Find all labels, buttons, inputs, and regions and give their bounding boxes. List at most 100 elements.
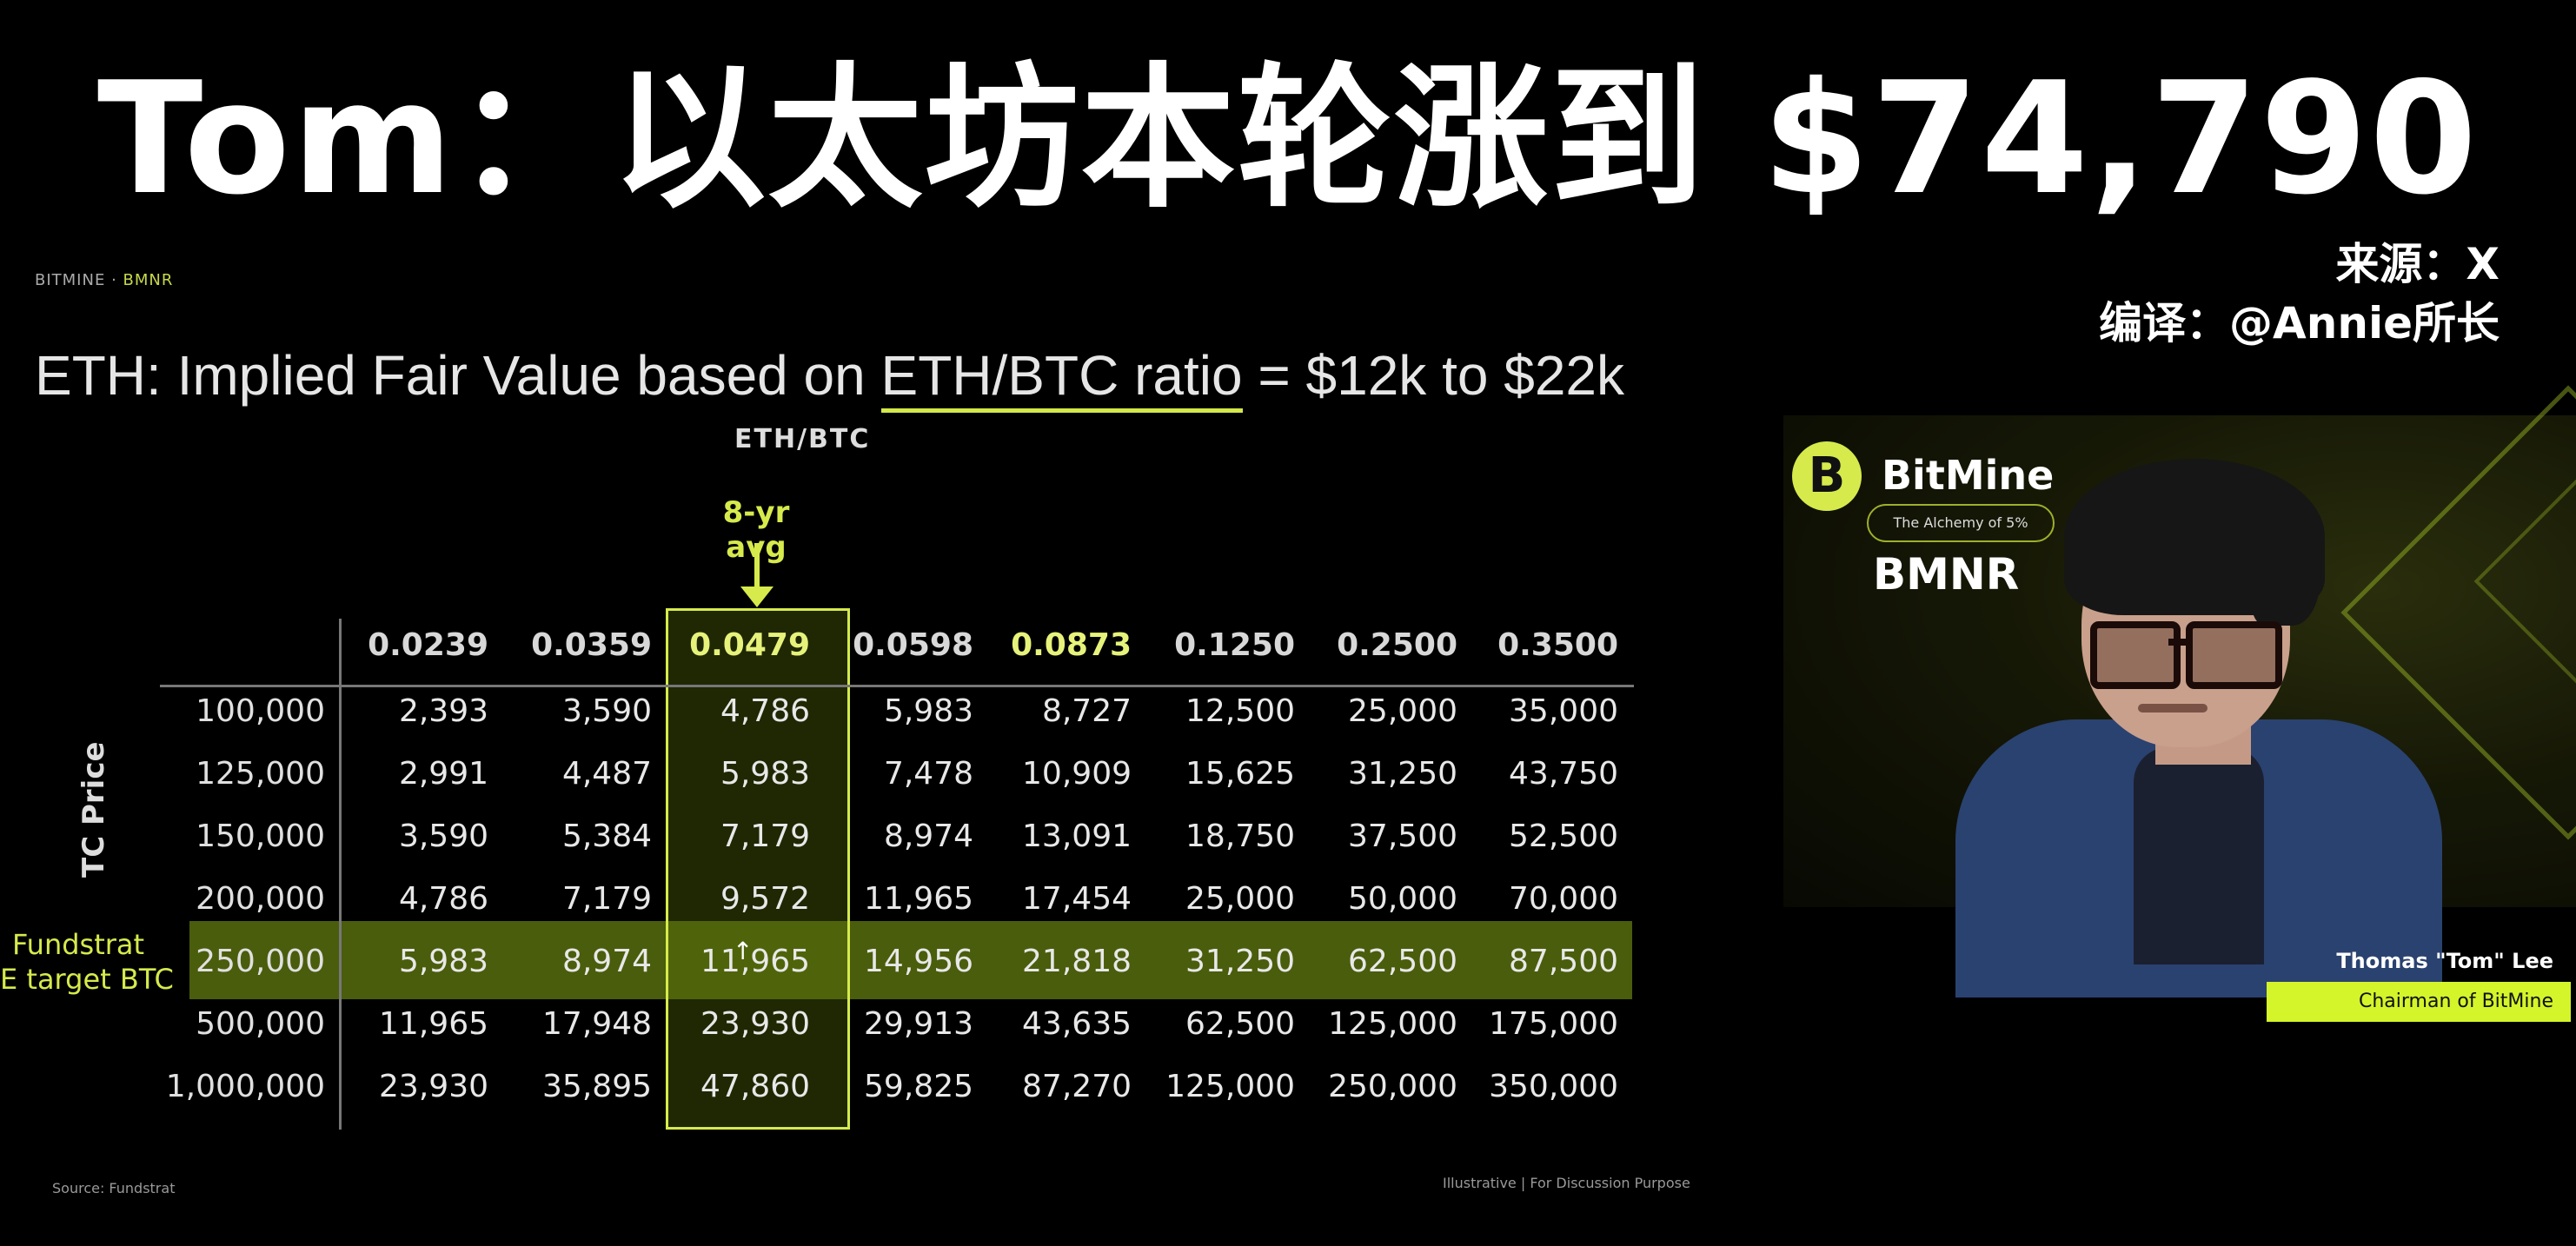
header-divider xyxy=(160,685,1634,687)
slide-title-suffix: = $12k to $22k xyxy=(1242,344,1624,407)
table-cell: 52,500 xyxy=(1509,819,1618,854)
slide-title: ETH: Implied Fair Value based on ETH/BTC… xyxy=(35,343,1624,413)
table-cell: 12,500 xyxy=(1185,693,1295,729)
glasses-bridge xyxy=(2168,639,2189,646)
target-row-highlight xyxy=(189,921,1632,999)
table-cell: 8,974 xyxy=(883,819,973,854)
table-cell: 59,825 xyxy=(864,1069,973,1104)
avg-arrow-head-icon xyxy=(740,587,773,607)
glasses-right-lens xyxy=(2186,621,2282,689)
table-cell: 4,786 xyxy=(398,881,488,917)
table-cell: 4,786 xyxy=(720,693,810,729)
row-label: 200,000 xyxy=(196,881,325,917)
bitmine-logo-icon xyxy=(1792,441,1862,511)
table-cell: 15,625 xyxy=(1185,756,1295,792)
column-header: 0.0479 xyxy=(689,627,810,663)
table-cell: 23,930 xyxy=(700,1006,810,1042)
table-cell: 17,454 xyxy=(1022,881,1132,917)
speaker-mouth xyxy=(2138,704,2208,712)
column-header: 0.2500 xyxy=(1337,627,1457,663)
speaker-title-bar xyxy=(2267,982,2571,1022)
table-cell: 5,384 xyxy=(561,819,652,854)
table-cell: 31,250 xyxy=(1348,756,1457,792)
table-cell: 43,750 xyxy=(1509,756,1618,792)
table-cell: 7,478 xyxy=(883,756,973,792)
bitmine-logo-letter: B xyxy=(1808,447,1846,504)
speaker-title: Chairman of BitMine xyxy=(2358,991,2553,1012)
table-cell: 37,500 xyxy=(1348,819,1457,854)
table-cell: 2,393 xyxy=(398,693,488,729)
table-cell: 21,818 xyxy=(1022,944,1132,979)
fundstrat-label-line2: E target BTC xyxy=(0,963,174,996)
table-cell: 31,250 xyxy=(1185,944,1295,979)
column-header: 0.0873 xyxy=(1011,627,1132,663)
row-label: 125,000 xyxy=(196,756,325,792)
avg-arrow-icon xyxy=(754,543,760,595)
bitmine-tagline: The Alchemy of 5% xyxy=(1867,504,2055,542)
table-cell: 250,000 xyxy=(1328,1069,1457,1104)
fundstrat-label-line1: Fundstrat xyxy=(12,928,145,961)
table-cell: 7,179 xyxy=(561,881,652,917)
row-axis-label: TC Price xyxy=(76,741,111,878)
table-cell: 4,487 xyxy=(561,756,652,792)
row-label: 250,000 xyxy=(196,944,325,979)
table-cell: 23,930 xyxy=(379,1069,488,1104)
speaker-shirt xyxy=(2134,747,2264,964)
table-cell: 50,000 xyxy=(1348,881,1457,917)
table-cell: 18,750 xyxy=(1185,819,1295,854)
table-cell: 29,913 xyxy=(864,1006,973,1042)
slide-brand-ticker: BMNR xyxy=(123,271,174,289)
column-header: 0.3500 xyxy=(1497,627,1618,663)
table-cell: 125,000 xyxy=(1165,1069,1295,1104)
table-cell: 25,000 xyxy=(1348,693,1457,729)
table-cell: 5,983 xyxy=(398,944,488,979)
table-cell: 175,000 xyxy=(1489,1006,1618,1042)
row-label: 500,000 xyxy=(196,1006,325,1042)
row-label-divider xyxy=(339,619,342,1130)
table-cell: 17,948 xyxy=(542,1006,652,1042)
slide-title-prefix: ETH: Implied Fair Value based on xyxy=(35,344,881,407)
translator-credit: 编译：@Annie所长 xyxy=(2099,298,2500,348)
column-header: 0.1250 xyxy=(1174,627,1295,663)
table-cell: 11,965 xyxy=(864,881,973,917)
table-cell: 62,500 xyxy=(1185,1006,1295,1042)
table-cell: 62,500 xyxy=(1348,944,1457,979)
up-arrow-icon: ↑ xyxy=(733,937,754,965)
bitmine-brand-name: BitMine xyxy=(1882,452,2055,499)
table-cell: 8,727 xyxy=(1041,693,1132,729)
table-cell: 13,091 xyxy=(1022,819,1132,854)
table-cell: 5,983 xyxy=(883,693,973,729)
glasses-left-lens xyxy=(2090,621,2181,689)
table-cell: 2,991 xyxy=(398,756,488,792)
slide-brand: BITMINE · BMNR xyxy=(35,271,174,289)
table-cell: 47,860 xyxy=(700,1069,810,1104)
table-cell: 87,270 xyxy=(1022,1069,1132,1104)
column-header: 0.0239 xyxy=(368,627,488,663)
slide-title-underlined: ETH/BTC ratio xyxy=(880,344,1243,413)
source-note: Source: Fundstrat xyxy=(52,1180,176,1196)
table-cell: 10,909 xyxy=(1022,756,1132,792)
row-label: 100,000 xyxy=(196,693,325,729)
table-cell: 25,000 xyxy=(1185,881,1295,917)
table-cell: 11,965 xyxy=(379,1006,488,1042)
table-cell: 7,179 xyxy=(720,819,810,854)
column-header: 0.0359 xyxy=(531,627,652,663)
bitmine-ticker: BMNR xyxy=(1873,549,2020,600)
speaker-name: Thomas "Tom" Lee xyxy=(2336,949,2553,973)
table-cell: 3,590 xyxy=(561,693,652,729)
column-axis-label: ETH/BTC xyxy=(734,424,871,454)
source-credit: 来源：X xyxy=(2335,239,2500,289)
table-cell: 70,000 xyxy=(1509,881,1618,917)
table-cell: 11,965 xyxy=(700,944,810,979)
avg-column-highlight xyxy=(666,608,850,1130)
table-cell: 5,983 xyxy=(720,756,810,792)
table-cell: 87,500 xyxy=(1509,944,1618,979)
table-cell: 9,572 xyxy=(720,881,810,917)
footnote: Illustrative | For Discussion Purpose xyxy=(1443,1175,1690,1191)
row-label: 1,000,000 xyxy=(165,1069,325,1104)
table-cell: 35,895 xyxy=(542,1069,652,1104)
table-cell: 125,000 xyxy=(1328,1006,1457,1042)
table-cell: 3,590 xyxy=(398,819,488,854)
slide-brand-name: BITMINE xyxy=(35,271,106,289)
column-header: 0.0598 xyxy=(853,627,973,663)
